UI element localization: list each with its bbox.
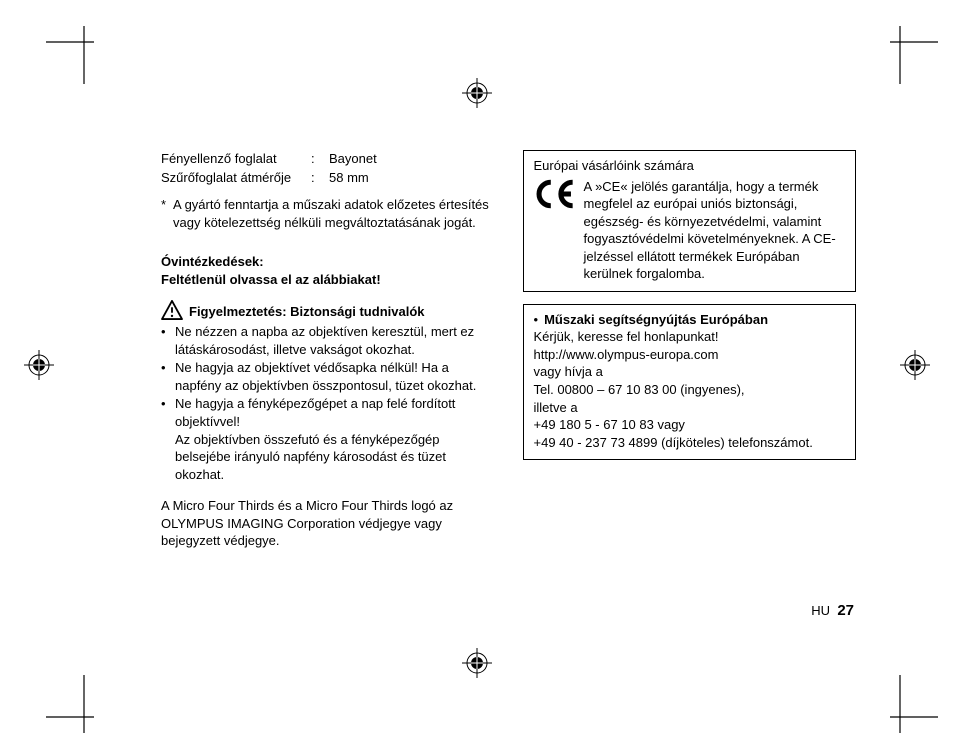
spec-value-2: 58 mm bbox=[329, 169, 369, 187]
crop-mark-top-right bbox=[868, 26, 938, 96]
left-column: Fényellenző foglalat : Bayonet Szűrőfogl… bbox=[161, 150, 495, 550]
ce-box-text: A »CE« jelölés garantálja, hogy a termék… bbox=[584, 178, 846, 283]
registration-mark-top bbox=[462, 78, 492, 113]
crop-mark-bottom-right bbox=[868, 663, 938, 733]
precautions-heading-line1: Óvintézkedések: bbox=[161, 253, 495, 271]
ce-row: A »CE« jelölés garantálja, hogy a termék… bbox=[534, 178, 846, 283]
bullet-1-text: Ne nézzen a napba az objektíven keresztü… bbox=[175, 323, 495, 358]
page: Fényellenző foglalat : Bayonet Szűrőfogl… bbox=[0, 0, 954, 751]
footer-page-number: 27 bbox=[837, 602, 854, 619]
support-box: • Műszaki segítségnyújtás Európában Kérj… bbox=[523, 304, 857, 460]
precautions-heading: Óvintézkedések: Feltétlenül olvassa el a… bbox=[161, 253, 495, 288]
warning-triangle-icon bbox=[161, 300, 183, 320]
registration-mark-left bbox=[24, 350, 54, 385]
support-line7: +49 40 - 237 73 4899 (díjköteles) telefo… bbox=[534, 434, 846, 452]
ce-box: Európai vásárlóink számára A »CE« jelölé… bbox=[523, 150, 857, 292]
crop-mark-top-left bbox=[46, 26, 116, 96]
trademark-text: A Micro Four Thirds és a Micro Four Thir… bbox=[161, 497, 495, 550]
disclaimer-note: * A gyártó fenntartja a műszaki adatok e… bbox=[161, 196, 495, 231]
spec-row-2: Szűrőfoglalat átmérője : 58 mm bbox=[161, 169, 495, 187]
spec-label-2: Szűrőfoglalat átmérője bbox=[161, 169, 311, 187]
spec-colon-1: : bbox=[311, 150, 329, 168]
ce-box-title: Európai vásárlóink számára bbox=[534, 157, 846, 175]
support-line5: illetve a bbox=[534, 399, 846, 417]
ce-mark-icon bbox=[534, 178, 576, 210]
support-line1: Kérjük, keresse fel honlapunkat! bbox=[534, 328, 846, 346]
support-title-row: • Műszaki segítségnyújtás Európában bbox=[534, 311, 846, 329]
support-line4: Tel. 00800 – 67 10 83 00 (ingyenes), bbox=[534, 381, 846, 399]
disclaimer-star: * bbox=[161, 196, 173, 231]
spec-value-1: Bayonet bbox=[329, 150, 377, 168]
bullet-3: •Ne hagyja a fényképezőgépet a nap felé … bbox=[161, 395, 495, 483]
warning-label: Figyelmeztetés: Biztonsági tudnivalók bbox=[189, 303, 425, 321]
right-column: Európai vásárlóink számára A »CE« jelölé… bbox=[523, 150, 857, 550]
content-area: Fényellenző foglalat : Bayonet Szűrőfogl… bbox=[161, 150, 856, 550]
page-footer: HU 27 bbox=[811, 602, 854, 619]
support-line2: http://www.olympus-europa.com bbox=[534, 346, 846, 364]
bullet-1: •Ne nézzen a napba az objektíven kereszt… bbox=[161, 323, 495, 358]
bullet-3-text: Ne hagyja a fényképezőgépet a nap felé f… bbox=[175, 395, 495, 483]
bullet-2: •Ne hagyja az objektívet védősapka nélkü… bbox=[161, 359, 495, 394]
spec-label-1: Fényellenző foglalat bbox=[161, 150, 311, 168]
crop-mark-bottom-left bbox=[46, 663, 116, 733]
registration-mark-right bbox=[900, 350, 930, 385]
spec-colon-2: : bbox=[311, 169, 329, 187]
precautions-heading-line2: Feltétlenül olvassa el az alábbiakat! bbox=[161, 271, 495, 289]
disclaimer-text: A gyártó fenntartja a műszaki adatok elő… bbox=[173, 196, 495, 231]
spec-row-1: Fényellenző foglalat : Bayonet bbox=[161, 150, 495, 168]
support-title: Műszaki segítségnyújtás Európában bbox=[544, 311, 768, 329]
registration-mark-bottom bbox=[462, 648, 492, 683]
support-line6: +49 180 5 - 67 10 83 vagy bbox=[534, 416, 846, 434]
support-line3: vagy hívja a bbox=[534, 363, 846, 381]
footer-lang: HU bbox=[811, 603, 830, 618]
warning-line: Figyelmeztetés: Biztonsági tudnivalók bbox=[161, 300, 495, 320]
warning-bullets: •Ne nézzen a napba az objektíven kereszt… bbox=[161, 323, 495, 483]
bullet-2-text: Ne hagyja az objektívet védősapka nélkül… bbox=[175, 359, 495, 394]
